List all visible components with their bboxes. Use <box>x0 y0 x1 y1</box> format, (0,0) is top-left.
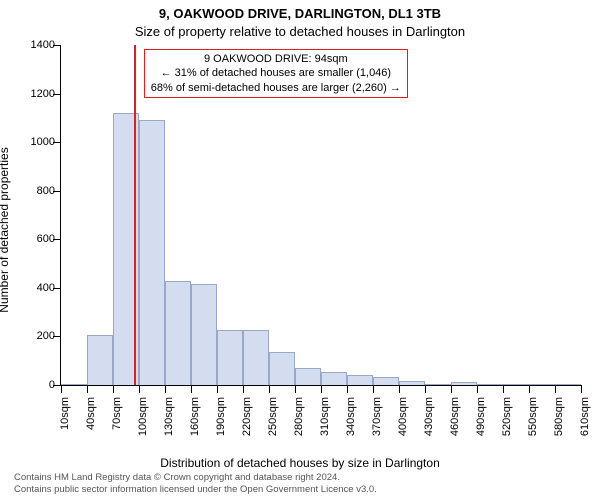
histogram-bar <box>373 377 399 386</box>
histogram-bar <box>217 330 243 385</box>
x-tick-label: 520sqm <box>501 397 513 457</box>
x-tick <box>581 385 582 393</box>
x-tick <box>87 385 88 393</box>
histogram-bar <box>399 381 425 385</box>
x-tick <box>529 385 530 393</box>
histogram-bar <box>451 382 477 385</box>
x-tick-label: 400sqm <box>397 397 409 457</box>
annotation-box: 9 OAKWOOD DRIVE: 94sqm← 31% of detached … <box>144 49 408 98</box>
annotation-line2: ← 31% of detached houses are smaller (1,… <box>151 66 401 80</box>
x-tick <box>61 385 62 393</box>
plot-area-wrapper: 020040060080010001200140010sqm40sqm70sqm… <box>60 45 580 385</box>
x-tick-label: 10sqm <box>59 397 71 457</box>
histogram-bar <box>139 120 165 385</box>
y-tick-label: 800 <box>15 185 55 197</box>
x-tick-label: 550sqm <box>527 397 539 457</box>
x-tick <box>425 385 426 393</box>
attribution-line1: Contains HM Land Registry data © Crown c… <box>14 472 586 484</box>
annotation-line1: 9 OAKWOOD DRIVE: 94sqm <box>151 52 401 66</box>
x-tick-label: 490sqm <box>475 397 487 457</box>
histogram-bar <box>477 384 503 385</box>
attribution-text: Contains HM Land Registry data © Crown c… <box>14 472 586 496</box>
plot-area: 020040060080010001200140010sqm40sqm70sqm… <box>60 45 581 386</box>
y-tick-label: 200 <box>15 330 55 342</box>
histogram-bar <box>243 330 269 385</box>
histogram-bar <box>555 384 581 385</box>
x-tick-label: 340sqm <box>345 397 357 457</box>
x-tick-label: 460sqm <box>449 397 461 457</box>
x-tick <box>373 385 374 393</box>
x-tick <box>269 385 270 393</box>
histogram-bar <box>425 384 451 385</box>
x-tick-label: 130sqm <box>163 397 175 457</box>
figure-container: 9, OAKWOOD DRIVE, DARLINGTON, DL1 3TB Si… <box>0 0 600 500</box>
x-tick <box>451 385 452 393</box>
x-tick <box>165 385 166 393</box>
x-tick-label: 280sqm <box>293 397 305 457</box>
x-tick <box>555 385 556 393</box>
histogram-bar <box>61 384 87 385</box>
histogram-bar <box>191 284 217 385</box>
y-tick-label: 600 <box>15 233 55 245</box>
x-tick-label: 220sqm <box>241 397 253 457</box>
y-tick-label: 1200 <box>15 88 55 100</box>
y-axis-label: Number of detached properties <box>0 65 11 230</box>
x-tick-label: 40sqm <box>85 397 97 457</box>
x-tick-label: 70sqm <box>111 397 123 457</box>
y-tick-label: 400 <box>15 282 55 294</box>
x-tick <box>347 385 348 393</box>
histogram-bar <box>269 352 295 385</box>
x-tick-label: 430sqm <box>423 397 435 457</box>
histogram-bar <box>321 372 347 385</box>
x-tick <box>321 385 322 393</box>
x-tick <box>503 385 504 393</box>
x-tick <box>295 385 296 393</box>
chart-title-subtitle: Size of property relative to detached ho… <box>0 24 600 39</box>
x-tick-label: 580sqm <box>553 397 565 457</box>
chart-title-address: 9, OAKWOOD DRIVE, DARLINGTON, DL1 3TB <box>0 6 600 21</box>
x-tick <box>113 385 114 393</box>
y-tick-label: 0 <box>15 379 55 391</box>
histogram-bar <box>347 375 373 385</box>
histogram-bar <box>529 384 555 385</box>
x-tick-label: 370sqm <box>371 397 383 457</box>
x-tick-label: 310sqm <box>319 397 331 457</box>
x-tick <box>217 385 218 393</box>
x-axis-label: Distribution of detached houses by size … <box>0 456 600 470</box>
x-tick-label: 250sqm <box>267 397 279 457</box>
x-tick <box>243 385 244 393</box>
x-tick-label: 190sqm <box>215 397 227 457</box>
histogram-bar <box>165 281 191 385</box>
histogram-bar <box>295 368 321 385</box>
attribution-line2: Contains public sector information licen… <box>14 484 586 496</box>
x-tick <box>191 385 192 393</box>
property-marker-line <box>134 45 136 385</box>
y-tick-label: 1400 <box>15 39 55 51</box>
x-tick-label: 610sqm <box>579 397 591 457</box>
x-tick <box>477 385 478 393</box>
annotation-line3: 68% of semi-detached houses are larger (… <box>151 81 401 95</box>
x-tick-label: 160sqm <box>189 397 201 457</box>
x-tick <box>399 385 400 393</box>
histogram-bar <box>503 384 529 385</box>
y-tick-label: 1000 <box>15 136 55 148</box>
x-tick <box>139 385 140 393</box>
histogram-bar <box>87 335 113 385</box>
x-tick-label: 100sqm <box>137 397 149 457</box>
